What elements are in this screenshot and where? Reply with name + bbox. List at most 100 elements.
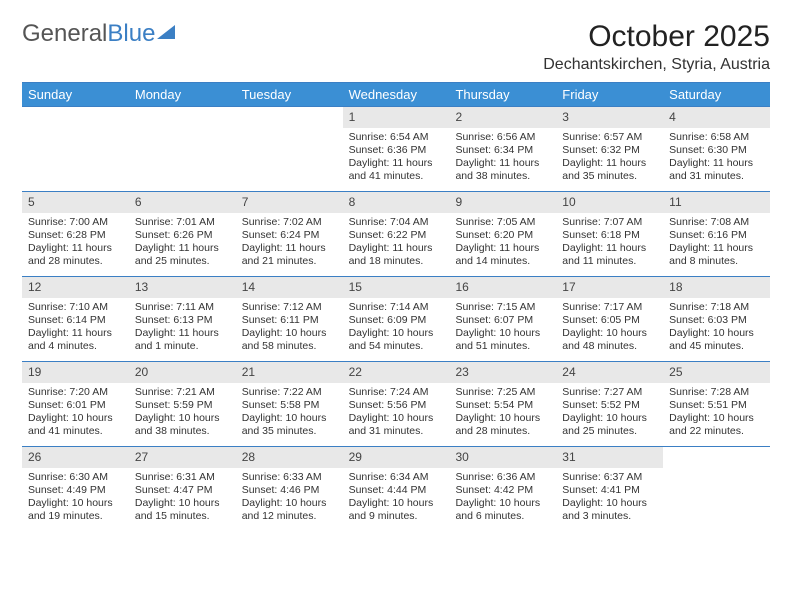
sunset-text: Sunset: 6:09 PM <box>349 314 444 327</box>
cell-body: Sunrise: 7:01 AMSunset: 6:26 PMDaylight:… <box>129 216 236 275</box>
cell-body: Sunrise: 6:58 AMSunset: 6:30 PMDaylight:… <box>663 131 770 190</box>
calendar-cell <box>129 107 236 191</box>
sunrise-text: Sunrise: 7:28 AM <box>669 386 764 399</box>
sunrise-text: Sunrise: 7:15 AM <box>455 301 550 314</box>
cell-body: Sunrise: 7:28 AMSunset: 5:51 PMDaylight:… <box>663 386 770 445</box>
day-number: 20 <box>129 362 236 383</box>
cell-body: Sunrise: 7:27 AMSunset: 5:52 PMDaylight:… <box>556 386 663 445</box>
day-header-thu: Thursday <box>449 83 556 106</box>
cell-body: Sunrise: 7:07 AMSunset: 6:18 PMDaylight:… <box>556 216 663 275</box>
day-number: 19 <box>22 362 129 383</box>
day-number: 15 <box>343 277 450 298</box>
sunrise-text: Sunrise: 7:20 AM <box>28 386 123 399</box>
day-number: 25 <box>663 362 770 383</box>
sunset-text: Sunset: 5:52 PM <box>562 399 657 412</box>
daylight-text: Daylight: 10 hours and 58 minutes. <box>242 327 337 353</box>
daylight-text: Daylight: 11 hours and 8 minutes. <box>669 242 764 268</box>
sunset-text: Sunset: 6:24 PM <box>242 229 337 242</box>
title-block: October 2025 Dechantskirchen, Styria, Au… <box>543 20 770 74</box>
sunset-text: Sunset: 5:58 PM <box>242 399 337 412</box>
day-header-sun: Sunday <box>22 83 129 106</box>
calendar-cell: 8Sunrise: 7:04 AMSunset: 6:22 PMDaylight… <box>343 192 450 276</box>
day-header-fri: Friday <box>556 83 663 106</box>
sunset-text: Sunset: 6:26 PM <box>135 229 230 242</box>
daylight-text: Daylight: 10 hours and 19 minutes. <box>28 497 123 523</box>
day-number: 4 <box>663 107 770 128</box>
daylight-text: Daylight: 11 hours and 35 minutes. <box>562 157 657 183</box>
sunrise-text: Sunrise: 6:30 AM <box>28 471 123 484</box>
logo-triangle-icon <box>157 25 175 39</box>
sunrise-text: Sunrise: 6:36 AM <box>455 471 550 484</box>
sunset-text: Sunset: 6:22 PM <box>349 229 444 242</box>
sunrise-text: Sunrise: 7:01 AM <box>135 216 230 229</box>
day-number: 11 <box>663 192 770 213</box>
sunrise-text: Sunrise: 7:17 AM <box>562 301 657 314</box>
cell-body: Sunrise: 6:36 AMSunset: 4:42 PMDaylight:… <box>449 471 556 530</box>
calendar-cell: 21Sunrise: 7:22 AMSunset: 5:58 PMDayligh… <box>236 362 343 446</box>
day-number: 12 <box>22 277 129 298</box>
day-number: 24 <box>556 362 663 383</box>
sunrise-text: Sunrise: 7:02 AM <box>242 216 337 229</box>
week-row: 5Sunrise: 7:00 AMSunset: 6:28 PMDaylight… <box>22 191 770 276</box>
cell-body: Sunrise: 7:12 AMSunset: 6:11 PMDaylight:… <box>236 301 343 360</box>
day-header-mon: Monday <box>129 83 236 106</box>
calendar-cell: 27Sunrise: 6:31 AMSunset: 4:47 PMDayligh… <box>129 447 236 531</box>
cell-body: Sunrise: 7:10 AMSunset: 6:14 PMDaylight:… <box>22 301 129 360</box>
cell-body: Sunrise: 6:30 AMSunset: 4:49 PMDaylight:… <box>22 471 129 530</box>
daylight-text: Daylight: 11 hours and 21 minutes. <box>242 242 337 268</box>
day-number: 30 <box>449 447 556 468</box>
location: Dechantskirchen, Styria, Austria <box>543 56 770 74</box>
sunrise-text: Sunrise: 7:21 AM <box>135 386 230 399</box>
cell-body: Sunrise: 7:11 AMSunset: 6:13 PMDaylight:… <box>129 301 236 360</box>
daylight-text: Daylight: 10 hours and 6 minutes. <box>455 497 550 523</box>
sunset-text: Sunset: 6:36 PM <box>349 144 444 157</box>
calendar-cell: 3Sunrise: 6:57 AMSunset: 6:32 PMDaylight… <box>556 107 663 191</box>
calendar-cell: 31Sunrise: 6:37 AMSunset: 4:41 PMDayligh… <box>556 447 663 531</box>
calendar-cell: 4 Sunrise: 6:58 AMSunset: 6:30 PMDaylight… <box>663 107 770 191</box>
day-number: 13 <box>129 277 236 298</box>
cell-body: Sunrise: 7:15 AMSunset: 6:07 PMDaylight:… <box>449 301 556 360</box>
daylight-text: Daylight: 11 hours and 31 minutes. <box>669 157 764 183</box>
sunrise-text: Sunrise: 6:37 AM <box>562 471 657 484</box>
daylight-text: Daylight: 10 hours and 15 minutes. <box>135 497 230 523</box>
calendar-cell: 24 Sunrise: 7:27 AMSunset: 5:52 PMDayligh… <box>556 362 663 446</box>
day-number: 3 <box>556 107 663 128</box>
sunset-text: Sunset: 6:13 PM <box>135 314 230 327</box>
day-header-wed: Wednesday <box>343 83 450 106</box>
cell-body: Sunrise: 6:33 AMSunset: 4:46 PMDaylight:… <box>236 471 343 530</box>
cell-body: Sunrise: 6:31 AMSunset: 4:47 PMDaylight:… <box>129 471 236 530</box>
daylight-text: Daylight: 10 hours and 48 minutes. <box>562 327 657 353</box>
calendar-cell <box>236 107 343 191</box>
day-number: 8 <box>343 192 450 213</box>
daylight-text: Daylight: 10 hours and 31 minutes. <box>349 412 444 438</box>
calendar-cell: 29Sunrise: 6:34 AMSunset: 4:44 PMDayligh… <box>343 447 450 531</box>
sunset-text: Sunset: 6:34 PM <box>455 144 550 157</box>
day-number: 22 <box>343 362 450 383</box>
calendar-cell: 14Sunrise: 7:12 AMSunset: 6:11 PMDayligh… <box>236 277 343 361</box>
logo-text-1: General <box>22 20 107 48</box>
day-number: 6 <box>129 192 236 213</box>
daylight-text: Daylight: 11 hours and 38 minutes. <box>455 157 550 183</box>
sunset-text: Sunset: 6:30 PM <box>669 144 764 157</box>
week-row: 1Sunrise: 6:54 AMSunset: 6:36 PMDaylight… <box>22 106 770 191</box>
sunrise-text: Sunrise: 7:12 AM <box>242 301 337 314</box>
sunrise-text: Sunrise: 7:18 AM <box>669 301 764 314</box>
week-row: 26Sunrise: 6:30 AMSunset: 4:49 PMDayligh… <box>22 446 770 531</box>
sunset-text: Sunset: 4:47 PM <box>135 484 230 497</box>
calendar-cell: 15Sunrise: 7:14 AMSunset: 6:09 PMDayligh… <box>343 277 450 361</box>
cell-body: Sunrise: 6:56 AMSunset: 6:34 PMDaylight:… <box>449 131 556 190</box>
sunrise-text: Sunrise: 6:33 AM <box>242 471 337 484</box>
sunset-text: Sunset: 4:46 PM <box>242 484 337 497</box>
sunset-text: Sunset: 4:41 PM <box>562 484 657 497</box>
sunrise-text: Sunrise: 7:10 AM <box>28 301 123 314</box>
sunset-text: Sunset: 6:07 PM <box>455 314 550 327</box>
calendar-cell: 18Sunrise: 7:18 AMSunset: 6:03 PMDayligh… <box>663 277 770 361</box>
sunset-text: Sunset: 4:49 PM <box>28 484 123 497</box>
calendar-cell: 25 Sunrise: 7:28 AMSunset: 5:51 PMDayligh… <box>663 362 770 446</box>
calendar-cell: 1Sunrise: 6:54 AMSunset: 6:36 PMDaylight… <box>343 107 450 191</box>
calendar-cell: 28Sunrise: 6:33 AMSunset: 4:46 PMDayligh… <box>236 447 343 531</box>
day-header-row: Sunday Monday Tuesday Wednesday Thursday… <box>22 83 770 106</box>
calendar-cell: 22Sunrise: 7:24 AMSunset: 5:56 PMDayligh… <box>343 362 450 446</box>
day-number: 1 <box>343 107 450 128</box>
calendar-cell: 7Sunrise: 7:02 AMSunset: 6:24 PMDaylight… <box>236 192 343 276</box>
